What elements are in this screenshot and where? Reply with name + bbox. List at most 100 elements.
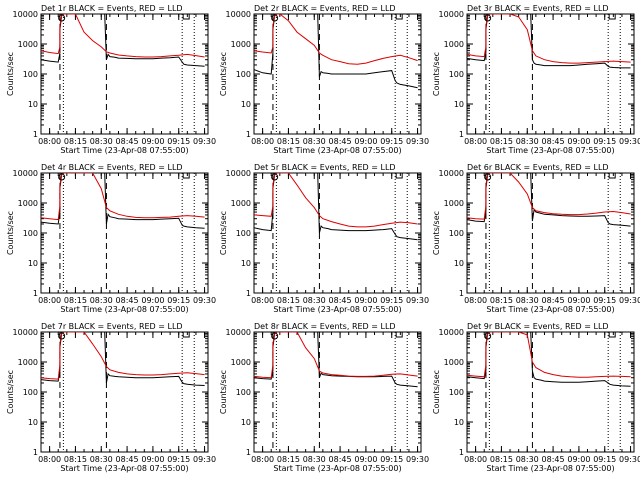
bracket-marker-icon xyxy=(182,173,190,179)
x-tick-label: 08:30 xyxy=(90,137,113,146)
y-axis-label: Counts/sec xyxy=(6,52,15,96)
series-line-lld xyxy=(467,173,631,220)
y-tick-label: 10000 xyxy=(439,169,464,178)
plot-area xyxy=(467,14,631,134)
bracket-marker-icon xyxy=(608,173,616,179)
x-tick-label: 09:15 xyxy=(380,455,403,464)
y-tick-label: 100 xyxy=(449,229,464,238)
x-tick-label: 09:00 xyxy=(141,137,164,146)
x-tick-label: 08:00 xyxy=(251,137,274,146)
x-axis-label: Start Time (23-Apr-08 07:55:00) xyxy=(486,305,614,314)
x-tick-label: 09:15 xyxy=(380,137,403,146)
series-line-events xyxy=(254,14,418,89)
x-axis-label: Start Time (23-Apr-08 07:55:00) xyxy=(60,146,188,155)
y-tick-label: 1000 xyxy=(444,358,464,367)
x-tick-label: 08:00 xyxy=(38,296,61,305)
x-tick-label: 09:15 xyxy=(593,137,616,146)
plot-title: Det 9r BLACK = Events, RED = LLD xyxy=(467,322,609,331)
y-axis-label: Counts/sec xyxy=(432,52,441,96)
x-tick-label: 09:00 xyxy=(567,455,590,464)
series-line-events xyxy=(254,173,418,241)
y-tick-label: 10 xyxy=(28,100,38,109)
x-axis-label: Start Time (23-Apr-08 07:55:00) xyxy=(60,305,188,314)
series-line-lld xyxy=(41,332,205,380)
y-tick-label: 1000 xyxy=(231,199,251,208)
plot-title: Det 1r BLACK = Events, RED = LLD xyxy=(41,4,183,13)
y-tick-label: 10 xyxy=(454,259,464,268)
x-tick-label: 09:00 xyxy=(354,455,377,464)
x-tick-label: 09:00 xyxy=(354,296,377,305)
x-tick-label: 09:15 xyxy=(167,455,190,464)
y-tick-label: 100 xyxy=(236,229,251,238)
plot-frame xyxy=(40,331,209,453)
x-axis-label: Start Time (23-Apr-08 07:55:00) xyxy=(273,464,401,473)
x-tick-label: 09:00 xyxy=(141,455,164,464)
bracket-marker-icon xyxy=(608,332,616,338)
x-tick-label: 09:15 xyxy=(593,455,616,464)
x-tick-label: 09:00 xyxy=(567,137,590,146)
y-tick-label: 10 xyxy=(28,418,38,427)
plot-title: Det 6r BLACK = Events, RED = LLD xyxy=(467,163,609,172)
x-tick-label: 09:30 xyxy=(619,455,640,464)
y-tick-label: 10 xyxy=(28,259,38,268)
series-line-lld xyxy=(41,14,205,58)
y-tick-label: 100 xyxy=(449,70,464,79)
y-axis-label: Counts/sec xyxy=(6,370,15,414)
x-tick-label: 08:15 xyxy=(490,137,513,146)
y-tick-label: 1000 xyxy=(231,40,251,49)
x-tick-label: 09:15 xyxy=(167,296,190,305)
y-tick-label: 1 xyxy=(33,289,38,298)
plot-area xyxy=(41,332,205,452)
x-tick-label: 09:30 xyxy=(193,455,216,464)
series-line-lld xyxy=(41,173,205,221)
x-tick-label: 09:30 xyxy=(193,137,216,146)
bracket-marker-icon xyxy=(608,14,616,20)
saa-marker-icon xyxy=(271,14,279,22)
x-tick-label: 08:15 xyxy=(490,296,513,305)
x-tick-label: 08:00 xyxy=(464,455,487,464)
detector-panel-7: Det 7r BLACK = Events, RED = LLD 1 10 100 10… xyxy=(6,322,216,473)
x-tick-label: 09:15 xyxy=(167,137,190,146)
y-axis-label: Counts/sec xyxy=(432,211,441,255)
y-axis-label: Counts/sec xyxy=(6,211,15,255)
y-tick-label: 10 xyxy=(241,418,251,427)
x-tick-label: 08:30 xyxy=(303,137,326,146)
plot-area xyxy=(41,173,205,293)
plot-frame xyxy=(253,331,422,453)
x-axis-label: Start Time (23-Apr-08 07:55:00) xyxy=(273,146,401,155)
y-tick-label: 100 xyxy=(449,388,464,397)
plot-title: Det 2r BLACK = Events, RED = LLD xyxy=(254,4,396,13)
x-tick-label: 08:45 xyxy=(329,296,352,305)
x-tick-label: 08:15 xyxy=(64,137,87,146)
x-tick-label: 09:30 xyxy=(406,455,429,464)
y-tick-label: 1 xyxy=(459,448,464,457)
y-tick-label: 10000 xyxy=(13,328,38,337)
series-line-lld xyxy=(254,14,418,65)
y-tick-label: 10000 xyxy=(13,10,38,19)
x-tick-label: 08:15 xyxy=(64,296,87,305)
saa-marker-icon xyxy=(58,332,66,340)
detector-panel-2: Det 2r BLACK = Events, RED = LLD 1 10 100 10… xyxy=(219,4,429,155)
series-line-lld xyxy=(467,332,631,378)
x-tick-label: 08:00 xyxy=(38,137,61,146)
x-tick-label: 08:45 xyxy=(329,137,352,146)
x-tick-label: 08:45 xyxy=(116,137,139,146)
x-tick-label: 09:30 xyxy=(193,296,216,305)
x-tick-label: 08:30 xyxy=(516,296,539,305)
x-tick-label: 08:00 xyxy=(251,455,274,464)
x-axis-label: Start Time (23-Apr-08 07:55:00) xyxy=(486,146,614,155)
saa-marker-icon xyxy=(484,14,492,22)
bracket-marker-icon xyxy=(395,332,403,338)
series-line-lld xyxy=(254,173,418,228)
detector-panel-5: Det 5r BLACK = Events, RED = LLD 1 10 100 10… xyxy=(219,163,429,314)
y-axis-label: Counts/sec xyxy=(219,370,228,414)
x-tick-label: 08:45 xyxy=(116,455,139,464)
x-tick-label: 09:00 xyxy=(354,137,377,146)
y-tick-label: 100 xyxy=(23,388,38,397)
plot-frame xyxy=(466,172,635,294)
y-tick-label: 10000 xyxy=(13,169,38,178)
y-axis-label: Counts/sec xyxy=(219,52,228,96)
detector-panel-4: Det 4r BLACK = Events, RED = LLD 1 10 100 10… xyxy=(6,163,216,314)
y-axis-label: Counts/sec xyxy=(219,211,228,255)
